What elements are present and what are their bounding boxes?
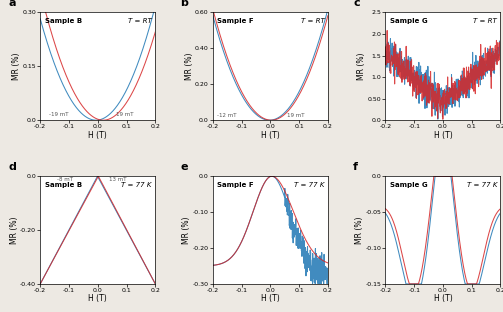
- X-axis label: H (T): H (T): [89, 295, 107, 304]
- Text: Sample F: Sample F: [217, 18, 254, 24]
- Text: Sample B: Sample B: [45, 18, 82, 24]
- Text: -12 mT: -12 mT: [217, 113, 236, 118]
- Text: 19 mT: 19 mT: [116, 112, 133, 117]
- Text: T = 77 K: T = 77 K: [294, 182, 324, 188]
- X-axis label: H (T): H (T): [434, 295, 452, 304]
- Y-axis label: MR (%): MR (%): [182, 216, 191, 244]
- Text: -19 mT: -19 mT: [49, 112, 68, 117]
- Y-axis label: MR (%): MR (%): [12, 53, 21, 80]
- Text: T = RT: T = RT: [473, 18, 497, 24]
- X-axis label: H (T): H (T): [261, 131, 280, 140]
- Text: T = 77 K: T = 77 K: [467, 182, 497, 188]
- X-axis label: H (T): H (T): [89, 131, 107, 140]
- X-axis label: H (T): H (T): [261, 295, 280, 304]
- Text: 19 mT: 19 mT: [287, 113, 304, 118]
- Text: c: c: [353, 0, 360, 8]
- X-axis label: H (T): H (T): [434, 131, 452, 140]
- Text: Sample G: Sample G: [390, 182, 428, 188]
- Text: a: a: [8, 0, 16, 8]
- Y-axis label: MR (%): MR (%): [355, 216, 364, 244]
- Text: Sample F: Sample F: [217, 182, 254, 188]
- Text: f: f: [353, 162, 358, 172]
- Text: T = 77 K: T = 77 K: [121, 182, 152, 188]
- Text: T = RT: T = RT: [128, 18, 152, 24]
- Text: Sample B: Sample B: [45, 182, 82, 188]
- Y-axis label: MR (%): MR (%): [185, 53, 194, 80]
- Text: Sample G: Sample G: [390, 18, 428, 24]
- Text: b: b: [181, 0, 189, 8]
- Y-axis label: MR (%): MR (%): [10, 216, 19, 244]
- Text: e: e: [181, 162, 188, 172]
- Text: -8 mT: -8 mT: [57, 177, 73, 182]
- Text: d: d: [8, 162, 16, 172]
- Y-axis label: MR (%): MR (%): [357, 53, 366, 80]
- Text: 13 mT: 13 mT: [109, 177, 127, 182]
- Text: T = RT: T = RT: [301, 18, 324, 24]
